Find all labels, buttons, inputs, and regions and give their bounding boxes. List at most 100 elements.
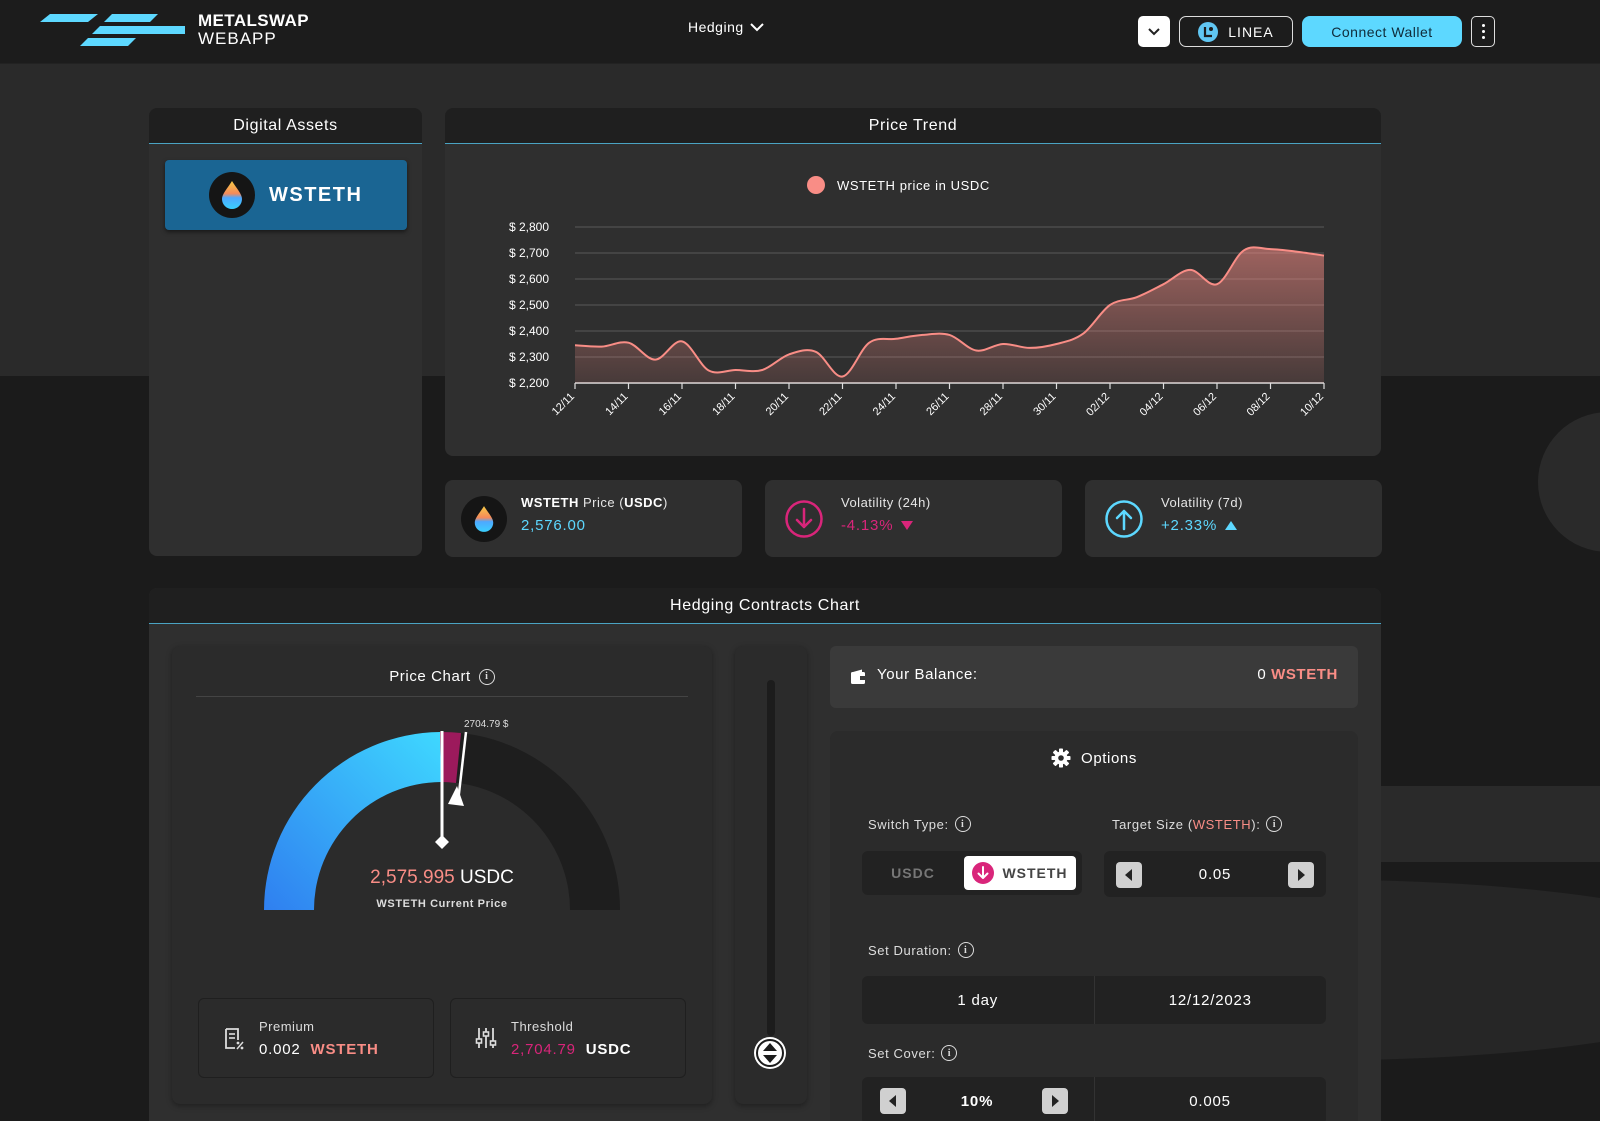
up-down-arrows-icon <box>755 1038 785 1068</box>
y-tick-label: $ 2,300 <box>509 350 549 364</box>
x-tick-label: 30/11 <box>1031 391 1058 418</box>
info-icon[interactable]: i <box>957 942 974 958</box>
stat-vol24-label: Volatility (24h) <box>841 495 931 510</box>
stat-vol7-row: +2.33% <box>1161 517 1238 534</box>
stat-vol7-label: Volatility (7d) <box>1161 495 1243 510</box>
wsteth-icon <box>209 172 255 218</box>
x-tick-label: 22/11 <box>817 391 844 418</box>
switch-type-toggle[interactable]: USDC WSTETH <box>862 851 1082 895</box>
y-tick-label: $ 2,500 <box>509 298 549 312</box>
stat-vol7-card: Volatility (7d) +2.33% <box>1085 480 1382 557</box>
info-icon[interactable]: i <box>1266 816 1283 832</box>
x-tick-label: 26/11 <box>924 391 951 418</box>
switch-type-label: Switch Type: <box>868 816 949 832</box>
balance-card: Your Balance: 0 WSTETH <box>830 646 1358 708</box>
premium-asset: WSTETH <box>310 1041 379 1058</box>
info-icon[interactable]: i <box>478 668 495 685</box>
connect-wallet-button[interactable]: Connect Wallet <box>1302 16 1462 47</box>
stat-price-card: WSTETH Price (USDC) 2,576.00 <box>445 480 742 557</box>
brand-name: METALSWAP WEBAPP <box>198 12 309 48</box>
x-tick-label: 10/12 <box>1298 391 1326 419</box>
metalswap-logo[interactable] <box>40 12 190 48</box>
balance-amount: 0 <box>1257 666 1267 683</box>
premium-label: Premium <box>259 1019 315 1034</box>
x-tick-label: 16/11 <box>657 391 684 418</box>
arrow-up-circle-icon <box>1101 496 1147 542</box>
gauge-fill <box>264 732 441 910</box>
divider <box>1094 1077 1095 1121</box>
asset-label: WSTETH <box>269 183 363 206</box>
threshold-slider-handle[interactable] <box>754 1037 786 1069</box>
series-area <box>575 247 1324 383</box>
stat-vol7-value: +2.33% <box>1161 517 1218 534</box>
nav-hedging[interactable]: Hedging <box>688 19 764 35</box>
gauge-marker-label: 2704.79 $ <box>464 719 509 730</box>
brand-line2: WEBAPP <box>198 29 277 48</box>
options-header: Options <box>830 748 1358 768</box>
stat-price-title: WSTETH Price (USDC) <box>521 495 668 510</box>
info-icon[interactable]: i <box>954 816 971 832</box>
cover-increment[interactable] <box>1042 1088 1068 1114</box>
x-tick-label: 14/11 <box>603 391 630 418</box>
wsteth-icon <box>461 496 507 542</box>
balance-value: 0 WSTETH <box>1257 666 1338 683</box>
threshold-currency: USDC <box>585 1041 632 1058</box>
stat-price-asset: WSTETH <box>521 495 579 510</box>
switch-option-wsteth[interactable]: WSTETH <box>964 856 1076 890</box>
target-size-decrement[interactable] <box>1116 862 1142 888</box>
duration-value[interactable]: 1 day <box>957 991 999 1009</box>
gauge-threshold-needle <box>456 731 468 803</box>
cover-label: Set Cover: <box>868 1045 936 1061</box>
price-chart-title: Price Chart <box>389 668 471 685</box>
receipt-percent-icon <box>225 1028 244 1050</box>
info-icon[interactable]: i <box>941 1045 958 1061</box>
price-chart-card: Price Chart i 2704.79 $ 2,575.995 USDC W… <box>172 646 712 1104</box>
target-size-label-row: Target Size (WSTETH): i <box>1112 816 1283 832</box>
target-size-increment[interactable] <box>1288 862 1314 888</box>
chevron-down-icon <box>1148 27 1160 35</box>
x-tick-label: 24/11 <box>871 391 898 418</box>
x-tick-label: 06/12 <box>1191 391 1219 419</box>
threshold-value: 2,704.79 <box>511 1041 576 1058</box>
price-gauge: 2704.79 $ <box>264 719 620 910</box>
cover-amount: 0.005 <box>1189 1092 1231 1110</box>
threshold-card: Threshold 2,704.79 USDC <box>450 998 686 1078</box>
digital-assets-title: Digital Assets <box>149 108 422 144</box>
chart-legend[interactable]: WSTETH price in USDC <box>807 176 990 194</box>
duration-label: Set Duration: <box>868 942 952 958</box>
network-label: LINEA <box>1228 23 1274 40</box>
y-tick-label: $ 2,800 <box>509 220 549 234</box>
caret-right-icon <box>1298 869 1305 881</box>
threshold-slider-track[interactable] <box>767 680 775 1036</box>
arrow-down-circle-icon <box>781 496 827 542</box>
premium-row: 0.002 WSTETH <box>259 1041 379 1058</box>
target-size-value[interactable]: 0.05 <box>1198 865 1232 883</box>
gauge-threshold-marker <box>448 786 464 806</box>
caret-left-icon <box>889 1095 896 1107</box>
y-tick-label: $ 2,700 <box>509 246 549 260</box>
x-tick-label: 20/11 <box>764 391 791 418</box>
cover-label-row: Set Cover: i <box>868 1045 958 1061</box>
options-title: Options <box>1081 749 1137 767</box>
wallet-icon <box>851 669 865 684</box>
network-button[interactable]: LINEA <box>1179 16 1293 47</box>
chevron-down-icon <box>749 23 764 32</box>
x-tick-label: 12/11 <box>550 391 577 418</box>
legend-swatch <box>807 176 825 194</box>
arrow-down-circle-icon <box>972 862 995 884</box>
linea-icon <box>1198 21 1219 42</box>
dropdown-button[interactable] <box>1138 16 1170 47</box>
cover-decrement[interactable] <box>880 1088 906 1114</box>
gauge-threshold-band <box>440 731 461 783</box>
switch-option-usdc[interactable]: USDC <box>891 865 935 881</box>
gear-icon <box>1051 748 1071 768</box>
price-chart-header: Price Chart i <box>172 668 712 685</box>
asset-button-wsteth[interactable]: WSTETH <box>165 160 407 230</box>
triangle-down-icon <box>901 521 914 530</box>
x-tick-label: 28/11 <box>978 391 1005 418</box>
top-bar: METALSWAP WEBAPP Hedging LINEA Connect W… <box>0 0 1600 64</box>
duration-date[interactable]: 12/12/2023 <box>1093 976 1327 1024</box>
more-menu-button[interactable] <box>1471 16 1495 47</box>
stat-price-value: 2,576.00 <box>521 517 586 534</box>
sliders-icon <box>475 1028 497 1048</box>
